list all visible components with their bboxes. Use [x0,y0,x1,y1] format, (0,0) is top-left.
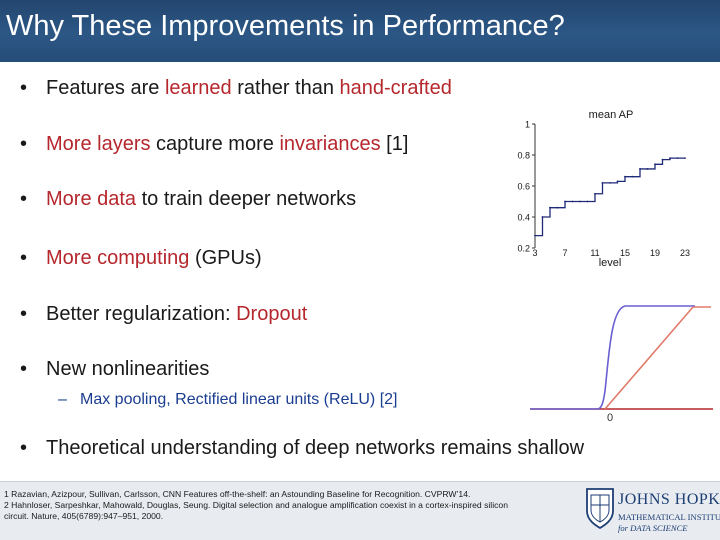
chart-x-label: level [599,257,622,269]
data-point [639,168,641,170]
data-point [661,158,664,161]
data-point [601,182,604,184]
x-tick-label: 3 [532,248,537,258]
x-tick-label: 7 [562,248,567,258]
chart-title: mean AP [589,109,634,121]
x-tick-label: 23 [680,248,690,258]
y-tick-label: 0.4 [517,213,530,223]
bullet-dot: • [20,77,28,99]
chart-x-ticks: 3 7 11 15 19 23 [532,248,690,258]
data-point [624,175,626,178]
data-point [669,157,671,159]
bullet-text: New nonlinearities [46,358,210,380]
logo-subtitle: MATHEMATICAL INSTITUTE [618,512,720,522]
bullet-text: More computing (GPUs) [46,247,262,269]
highlight-run: hand-crafted [339,77,452,99]
bullet-text: More layers capture more invariances [1] [46,133,408,155]
bullet-5: • Better regularization: Dropout [20,303,307,326]
text-run: (GPUs) [189,247,262,269]
y-tick-label: 1 [525,120,530,130]
reference-2: 2 Hahnloser, Sarpeshkar, Mahowald, Dougl… [4,500,508,510]
references: 1 Razavian, Azizpour, Sullivan, Carlsson… [4,489,508,522]
highlight-run: More layers [46,133,151,155]
bullet-dot: • [20,358,28,380]
data-point [571,200,574,203]
data-point [676,157,679,159]
activation-functions-plot: 0 [530,305,713,424]
chart-series [534,157,686,237]
data-point [654,163,656,166]
x-tick-label: 15 [620,248,630,258]
data-point [631,175,634,178]
data-point [616,180,619,183]
data-point [564,200,566,203]
bullet-dot: • [20,303,28,325]
bullet-6: • New nonlinearities [20,358,209,381]
bullet-7: • Theoretical understanding of deep netwo… [20,437,584,460]
logo-subtitle-2: for DATA SCIENCE [618,523,688,533]
y-tick-label: 0.8 [517,151,530,161]
highlight-run: Dropout [236,303,308,325]
bullet-text: Better regularization: Dropout [46,303,307,325]
bullet-1: • Features are learned rather than hand-c… [20,77,452,100]
series-line [535,157,685,237]
zero-label: 0 [607,412,613,424]
bullet-4: • More computing (GPUs) [20,247,262,270]
title-bar: Why These Improvements in Performance? [0,0,720,62]
slide-title: Why These Improvements in Performance? [6,10,565,42]
text-run: rather than [231,77,340,99]
text-run: [1] [380,133,409,155]
data-point [549,206,551,209]
bullet-dot: • [20,133,28,155]
x-tick-label: 11 [590,248,599,258]
bullet-dot: • [20,188,28,210]
y-tick-label: 0.6 [517,182,530,192]
highlight-run: invariances [279,133,381,155]
data-point [541,216,544,218]
jhu-logo: JOHNS HOPKINS MATHEMATICAL INSTITUTE for… [585,485,720,538]
y-tick-label: 0.2 [517,244,530,254]
logo-name: JOHNS HOPKINS [618,491,720,508]
bullet-text: More data to train deeper networks [46,188,356,210]
x-tick-label: 19 [650,248,660,258]
highlight-run: More data [46,188,137,210]
data-point [609,182,611,184]
sub-bullet-dash: – [58,391,67,408]
footer: 1 Razavian, Azizpour, Sullivan, Carlsson… [0,481,720,540]
data-point [594,192,596,195]
relu-curve [604,306,711,410]
sub-bullet-text: Max pooling, Rectified linear units (ReL… [80,391,398,408]
bullet-text: Theoretical understanding of deep networ… [46,437,585,459]
chart-y-ticks: 0.2 0.4 0.6 0.8 1 [517,120,535,254]
shield-icon [586,488,614,529]
data-point [556,206,559,209]
reference-2-cont: circuit. Nature, 405(6789):947–951, 2000… [4,511,164,521]
sub-bullet: – Max pooling, Rectified linear units (Re… [58,391,397,409]
highlight-run: learned [164,77,232,99]
bullet-dot: • [20,437,28,459]
text-run: Features are [46,77,165,99]
data-point [534,234,536,237]
data-point [586,200,589,203]
bullet-text: Features are learned rather than hand-cr… [46,77,452,99]
sigmoid-curve [530,305,695,410]
highlight-run: More computing [46,247,190,269]
text-run: capture more [150,133,280,155]
text-run: Better regularization: [46,303,237,325]
bullet-dot: • [20,247,28,269]
reference-1: 1 Razavian, Azizpour, Sullivan, Carlsson… [4,489,471,499]
bullet-2: • More layers capture more invariances [1… [20,133,408,156]
data-point [684,157,686,159]
bullet-3: • More data to train deeper networks [20,188,356,211]
mean-ap-chart: mean AP level 0.2 0.4 0.6 0.8 1 3 7 11 15 19 23 [517,109,690,269]
text-run: to train deeper networks [136,188,357,210]
data-point [579,200,581,203]
data-point [646,168,649,170]
